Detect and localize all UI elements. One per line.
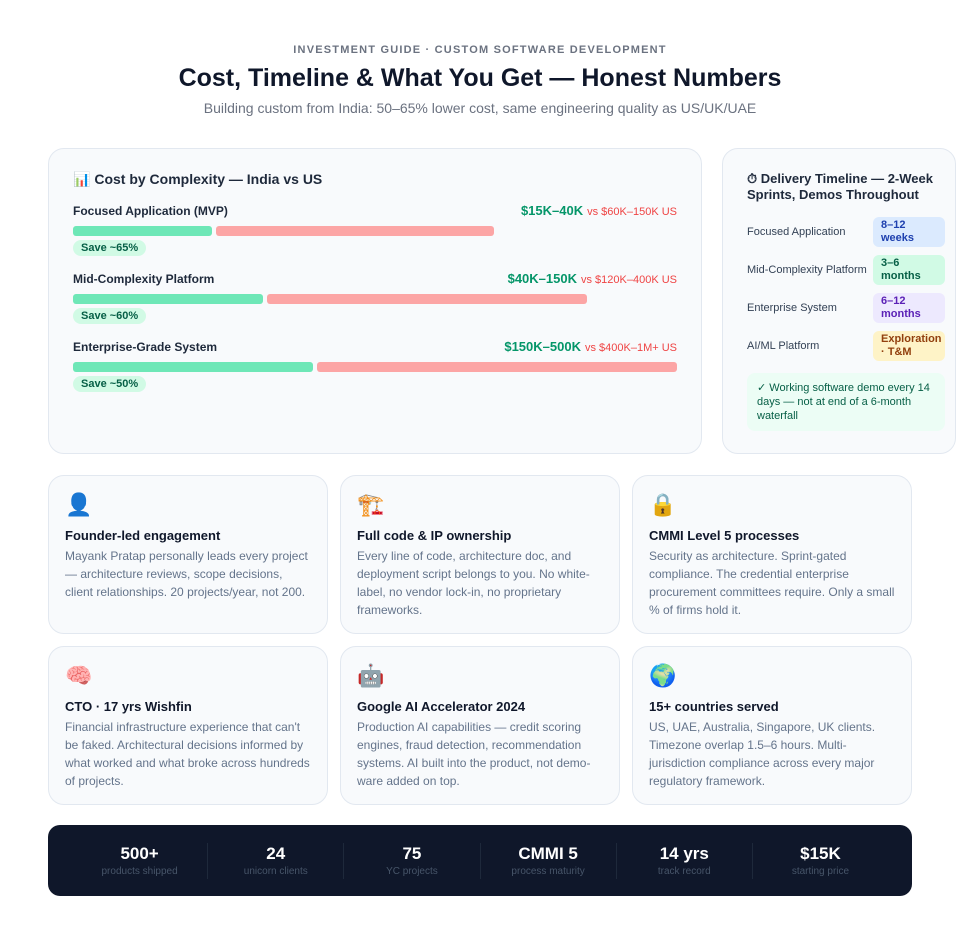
us-bar	[215, 226, 494, 236]
feature-desc: Financial infrastructure experience that…	[65, 720, 310, 788]
cost-prices: $150K–500K vs $400K–1M+ US	[504, 338, 677, 356]
timeline-badge: 6–12 months	[873, 293, 945, 323]
feature-title: CTO · 17 yrs Wishfin	[65, 699, 192, 714]
stat-value: $15K	[800, 844, 841, 863]
cost-bars	[73, 294, 677, 304]
stat-item: 75 YC projects	[344, 842, 481, 879]
feature-title: CMMI Level 5 processes	[649, 528, 800, 543]
india-bar	[73, 294, 264, 304]
cost-row-name: Enterprise-Grade System	[73, 340, 218, 354]
stat-item: 500+ products shipped	[72, 842, 209, 879]
cost-bars	[73, 226, 677, 236]
stat-value: 75	[402, 844, 422, 863]
us-price: vs $400K–1M+ US	[584, 342, 677, 354]
us-bar	[317, 362, 677, 372]
india-price: $150K–500K	[504, 339, 581, 354]
page-title: Cost, Timeline & What You Get — Honest N…	[178, 64, 782, 92]
cost-row-name: Mid-Complexity Platform	[73, 272, 215, 286]
cost-row-head: Focused Application (MVP) $15K–40K vs $60K…	[73, 202, 677, 222]
feature-card: 🧠 CTO · 17 yrs Wishfin Financial infrastru…	[48, 646, 328, 805]
stat-value: 24	[266, 844, 286, 863]
timeline-note: ✓ Working software demo every 14 days — …	[747, 373, 945, 431]
timeline-row: Focused Application 8–12 weeks	[747, 213, 945, 251]
timeline-row: Enterprise System 6–12 months	[747, 289, 945, 327]
stat-value: CMMI 5	[518, 844, 578, 863]
feature-card: 👤 Founder-led engagement Mayank Pratap per…	[48, 475, 328, 634]
cost-row-name: Focused Application (MVP)	[73, 204, 228, 218]
timeline-label: Focused Application	[747, 226, 846, 238]
cost-rows: Focused Application (MVP) $15K–40K vs $60K…	[73, 202, 677, 392]
india-price: $15K–40K	[520, 203, 584, 218]
timeline-rows: Focused Application 8–12 weeks Mid-Complex…	[747, 213, 945, 365]
feature-icon: 🏗️	[357, 492, 385, 517]
feature-card: 🤖 Google AI Accelerator 2024 Production AI…	[340, 646, 620, 805]
feature-icon: 🌍	[649, 663, 677, 688]
stat-label: products shipped	[101, 866, 178, 877]
stat-value: 500+	[120, 844, 159, 863]
feature-icon: 👤	[65, 492, 93, 517]
stat-item: $15K starting price	[753, 843, 888, 879]
stats-bar: 500+ products shipped 24 unicorn clients 75 Y…	[48, 825, 912, 896]
feature-title: 15+ countries served	[649, 699, 779, 714]
stat-item: 14 yrs track record	[617, 842, 753, 879]
cost-bars	[73, 362, 677, 372]
cost-card: 📊 Cost by Complexity — India vs US Focus…	[48, 148, 702, 454]
feature-title: Full code & IP ownership	[357, 528, 512, 543]
timeline-badge: Exploration · T&M	[873, 331, 945, 361]
timeline-label: AI/ML Platform	[747, 340, 820, 352]
cost-row: Enterprise-Grade System $150K–500K vs $400…	[73, 338, 677, 392]
feature-title: Founder-led engagement	[65, 528, 221, 543]
savings-badge: Save ~50%	[73, 376, 147, 392]
timeline-row: Mid-Complexity Platform 3–6 months	[747, 251, 945, 289]
stat-label: unicorn clients	[243, 866, 308, 877]
feature-desc: US, UAE, Australia, Singapore, UK client…	[649, 720, 876, 788]
india-bar	[73, 226, 212, 236]
timeline-row: AI/ML Platform Exploration · T&M	[747, 327, 945, 365]
stat-item: CMMI 5 process maturity	[481, 842, 617, 879]
cost-prices: $40K–150K vs $120K–400K US	[508, 270, 677, 288]
timeline-badge: 8–12 weeks	[873, 217, 945, 247]
feature-card: 🏗️ Full code & IP ownership Every line of …	[340, 475, 620, 634]
timeline-card: ⏱ Delivery Timeline — 2-Week Sprints, De…	[722, 148, 956, 454]
cost-row: Focused Application (MVP) $15K–40K vs $60K…	[73, 202, 677, 256]
stat-label: YC projects	[386, 866, 438, 877]
feature-title: Google AI Accelerator 2024	[357, 699, 526, 714]
stat-value: 14 yrs	[659, 844, 709, 863]
feature-icon: 🤖	[357, 663, 385, 688]
stopwatch-icon: ⏱	[747, 171, 758, 186]
feature-desc: Every line of code, architecture doc, an…	[357, 549, 590, 617]
timeline-title: ⏱ Delivery Timeline — 2-Week Sprints, De…	[747, 171, 933, 202]
savings-badge: Save ~65%	[73, 240, 147, 256]
cost-prices: $15K–40K vs $60K–150K US	[521, 202, 677, 220]
feature-desc: Mayank Pratap personally leads every pro…	[65, 549, 308, 599]
cost-row-head: Enterprise-Grade System $150K–500K vs $400…	[73, 338, 677, 358]
stat-item: 24 unicorn clients	[208, 842, 345, 879]
page-subtitle: Building custom from India: 50–65% lower…	[203, 100, 757, 116]
us-bar	[267, 294, 588, 304]
india-price: $40K–150K	[507, 271, 577, 286]
eyebrow: INVESTMENT GUIDE · CUSTOM SOFTWARE DEVEL…	[293, 44, 667, 56]
feature-card: 🌍 15+ countries served US, UAE, Australia,…	[632, 646, 912, 805]
cost-row-head: Mid-Complexity Platform $40K–150K vs $120K…	[73, 270, 677, 290]
cost-row: Mid-Complexity Platform $40K–150K vs $120K…	[73, 270, 677, 324]
savings-badge: Save ~60%	[73, 308, 147, 324]
timeline-label: Mid-Complexity Platform	[747, 264, 867, 276]
feature-icon: 🧠	[65, 663, 93, 688]
feature-card: 🔒 CMMI Level 5 processes Security as archi…	[632, 475, 912, 634]
stat-label: process maturity	[511, 866, 585, 877]
feature-icon: 🔒	[649, 492, 677, 517]
feature-desc: Production AI capabilities — credit scor…	[357, 720, 591, 788]
timeline-badge: 3–6 months	[873, 255, 945, 285]
stat-label: starting price	[791, 866, 850, 877]
india-bar	[73, 362, 313, 372]
chart-icon: 📊	[73, 171, 91, 187]
stat-label: track record	[657, 866, 711, 877]
timeline-label: Enterprise System	[747, 302, 837, 314]
us-price: vs $60K–150K US	[587, 206, 677, 218]
feature-desc: Security as architecture. Sprint-gated c…	[649, 549, 895, 617]
us-price: vs $120K–400K US	[580, 274, 677, 286]
cost-title: 📊 Cost by Complexity — India vs US	[73, 171, 323, 187]
